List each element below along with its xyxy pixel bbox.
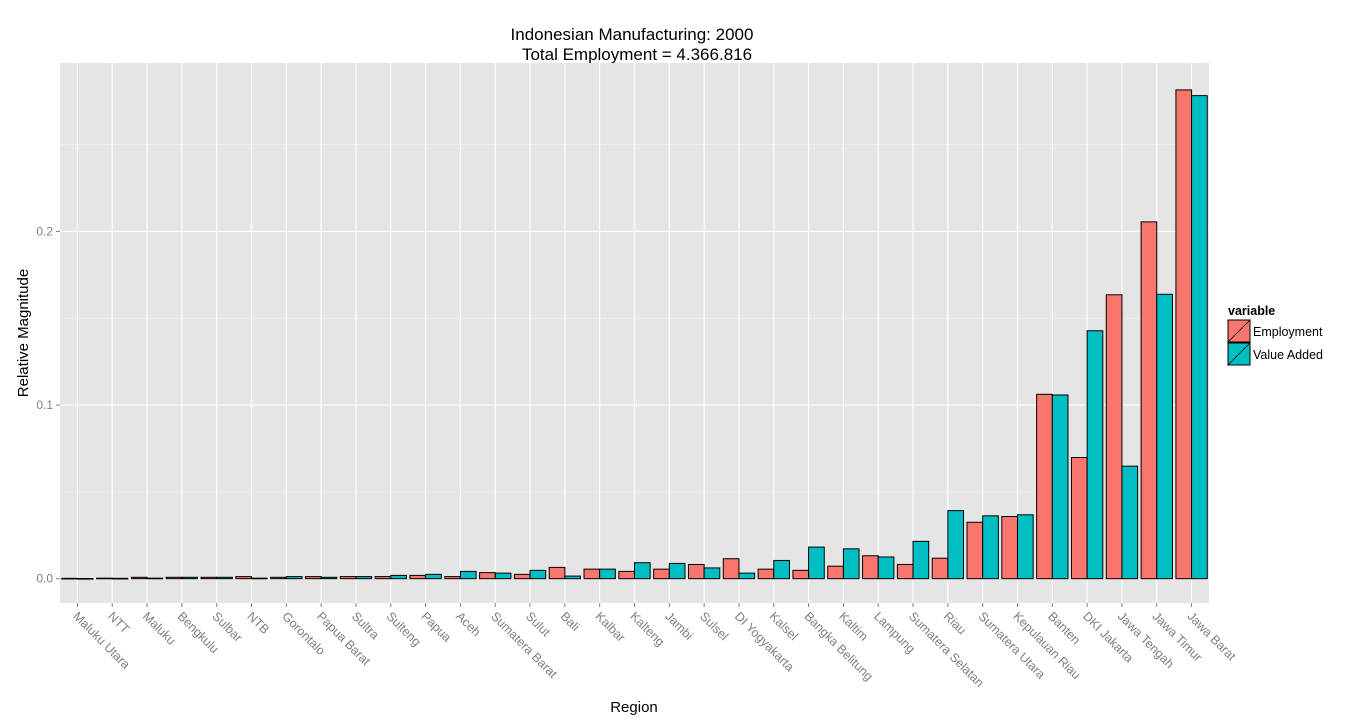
bar-value-added — [564, 575, 582, 580]
bar-employment — [200, 576, 218, 580]
bar-value-added — [529, 569, 547, 580]
y-axis-title: Relative Magnitude — [15, 269, 32, 397]
bar-employment — [235, 576, 252, 580]
bar-value-added — [111, 577, 129, 580]
bar-value-added — [285, 576, 303, 580]
bar-employment — [722, 558, 740, 580]
legend-label: Value Added — [1253, 348, 1323, 362]
legend: variable Employment Value Added — [1227, 304, 1323, 366]
bar-employment — [1105, 294, 1123, 580]
bar-employment — [687, 563, 705, 580]
legend-title: variable — [1228, 304, 1275, 318]
y-axis-ticks: 0.0 0.1 0.2 — [36, 224, 60, 586]
bar-employment — [513, 573, 531, 580]
bar-employment — [479, 572, 496, 580]
bar-value-added — [146, 577, 164, 580]
bar-employment — [757, 568, 775, 580]
bar-employment — [827, 565, 844, 580]
bar-value-added — [947, 510, 965, 580]
y-tick-label: 0.0 — [36, 572, 53, 586]
bar-value-added — [842, 548, 860, 580]
bar-employment — [304, 576, 322, 580]
bar-value-added — [390, 574, 407, 580]
bar-employment — [966, 521, 984, 580]
bar-employment — [548, 566, 566, 580]
bar-employment — [96, 577, 113, 580]
bar-value-added — [808, 546, 825, 580]
bar-value-added — [459, 570, 477, 580]
bar-employment — [374, 576, 392, 580]
bars — [61, 89, 1208, 580]
bar-employment — [862, 555, 879, 580]
bar-employment — [270, 576, 287, 580]
bar-value-added — [355, 576, 373, 580]
legend-key-slash — [1227, 342, 1251, 366]
legend-key-slash — [1227, 319, 1251, 343]
y-tick-label: 0.2 — [36, 224, 53, 238]
bar-value-added — [703, 567, 721, 580]
bar-employment — [61, 577, 78, 580]
bar-value-added — [251, 577, 268, 580]
bar-value-added — [982, 515, 999, 580]
bar-employment — [931, 557, 949, 580]
chart-title: Indonesian Manufacturing: 2000 — [511, 25, 754, 44]
x-axis-title: Region — [610, 699, 658, 716]
bar-value-added — [1017, 514, 1034, 580]
bar-value-added — [912, 540, 930, 580]
bar-value-added — [76, 578, 94, 580]
bar-value-added — [1191, 95, 1208, 580]
bar-employment — [130, 576, 148, 580]
bar-employment — [1036, 393, 1053, 580]
bar-value-added — [599, 568, 616, 580]
bar-employment — [583, 568, 601, 580]
bar-employment — [653, 568, 670, 580]
bar-employment — [618, 570, 636, 580]
legend-label: Employment — [1253, 325, 1323, 339]
y-tick-label: 0.1 — [36, 398, 53, 412]
bar-value-added — [738, 572, 756, 580]
bar-employment — [1140, 221, 1158, 580]
bar-value-added — [668, 562, 686, 580]
bar-employment — [339, 576, 357, 580]
bar-value-added — [1156, 293, 1173, 580]
bar-employment — [1001, 516, 1019, 580]
bar-employment — [1175, 89, 1193, 580]
bar-value-added — [1121, 465, 1139, 580]
bar-value-added — [181, 576, 199, 580]
bar-employment — [444, 576, 461, 580]
bar-value-added — [425, 573, 442, 580]
bar-employment — [409, 574, 427, 580]
bar-value-added — [634, 562, 651, 580]
bar-value-added — [494, 572, 512, 580]
bar-value-added — [320, 576, 338, 580]
bar-value-added — [1086, 330, 1104, 580]
bar-employment — [792, 569, 810, 580]
chart-subtitle: Total Employment = 4.366.816 — [522, 45, 752, 64]
bar-employment — [1070, 456, 1088, 580]
bar-employment — [165, 576, 183, 580]
bar-value-added — [773, 559, 790, 580]
bar-value-added — [1051, 394, 1069, 580]
bar-value-added — [216, 576, 233, 580]
bar-employment — [896, 563, 914, 580]
bar-value-added — [877, 556, 895, 580]
